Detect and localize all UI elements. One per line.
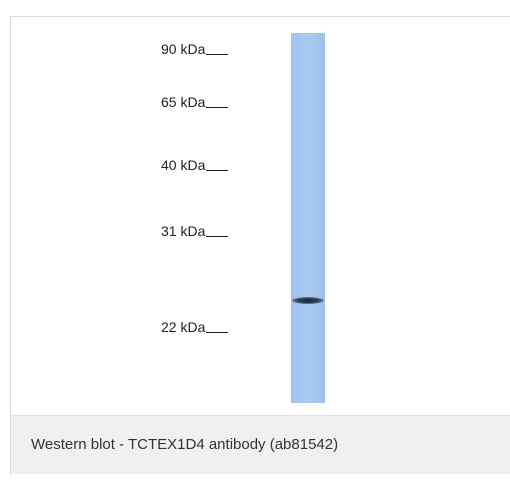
marker-31-kda: 31 kDa (161, 221, 291, 241)
marker-label: 22 kDa (161, 319, 206, 335)
western-blot-image: 90 kDa 65 kDa 40 kDa 31 kDa 22 kDa (11, 17, 510, 415)
marker-65-kda: 65 kDa (161, 92, 291, 112)
marker-90-kda: 90 kDa (161, 39, 291, 59)
marker-tick (206, 170, 229, 171)
blot-lane (291, 33, 325, 403)
marker-tick (206, 54, 229, 55)
protein-band (292, 297, 324, 304)
marker-40-kda: 40 kDa (161, 155, 291, 175)
marker-label: 40 kDa (161, 157, 206, 173)
marker-tick (206, 107, 229, 108)
marker-tick (206, 236, 229, 237)
figure-card: 90 kDa 65 kDa 40 kDa 31 kDa 22 kDa Weste… (10, 16, 510, 474)
caption-text: Western blot - TCTEX1D4 antibody (ab8154… (31, 436, 339, 453)
marker-label: 31 kDa (161, 223, 206, 239)
marker-label: 65 kDa (161, 94, 206, 110)
figure-caption: Western blot - TCTEX1D4 antibody (ab8154… (11, 415, 510, 474)
marker-tick (206, 332, 229, 333)
marker-22-kda: 22 kDa (161, 317, 291, 337)
marker-label: 90 kDa (161, 41, 206, 57)
